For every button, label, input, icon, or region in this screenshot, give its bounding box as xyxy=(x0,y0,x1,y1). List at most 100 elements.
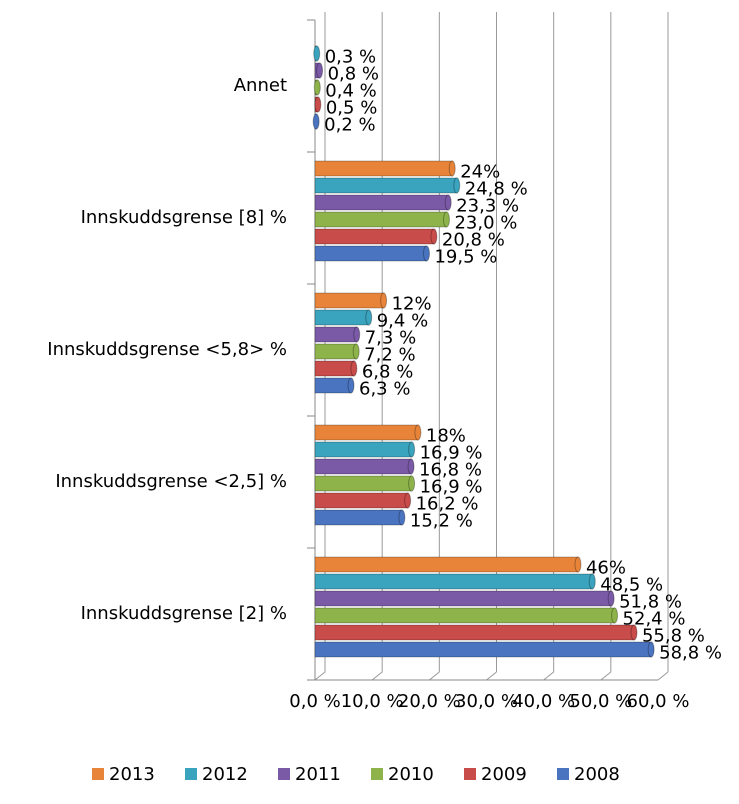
data-label: 0,5 % xyxy=(326,98,377,119)
bar-cap xyxy=(414,424,422,441)
x-tick-label: 20,0 % xyxy=(398,691,461,712)
x-tick-label: 10,0 % xyxy=(341,691,404,712)
x-axis-floor xyxy=(486,671,497,681)
bar xyxy=(314,309,370,326)
legend-swatch xyxy=(92,768,104,780)
bar xyxy=(314,492,409,509)
legend-swatch xyxy=(278,768,290,780)
data-label: 52,4 % xyxy=(623,609,686,630)
bar-cap xyxy=(630,624,638,641)
bar xyxy=(314,624,635,641)
bar xyxy=(314,292,385,309)
bar-cap xyxy=(588,573,596,590)
data-label: 55,8 % xyxy=(642,626,705,647)
data-label: 7,2 % xyxy=(364,345,415,366)
data-label: 20,8 % xyxy=(442,230,505,251)
bar-cap xyxy=(574,556,582,573)
bar-cap xyxy=(350,360,358,377)
bar xyxy=(314,177,458,194)
data-label: 23,3 % xyxy=(456,196,519,217)
bar-cap xyxy=(313,79,321,96)
category-label: Innskuddsgrense <2,5] % xyxy=(55,471,287,492)
category-label: Innskuddsgrense [8] % xyxy=(81,207,287,228)
x-tick-label: 60,0 % xyxy=(627,691,690,712)
legend-label: 2008 xyxy=(574,764,620,785)
bar xyxy=(314,573,593,590)
bar-cap xyxy=(647,641,655,658)
bar xyxy=(314,194,449,211)
bar xyxy=(314,343,357,360)
bar-cap xyxy=(422,245,430,262)
data-label: 0,8 % xyxy=(328,64,379,85)
bar xyxy=(314,424,419,441)
bar xyxy=(314,160,453,177)
bar-cap xyxy=(353,326,361,343)
bar xyxy=(314,245,427,262)
bar-cap xyxy=(352,343,360,360)
data-label: 15,2 % xyxy=(410,511,473,532)
data-label: 24% xyxy=(460,162,500,183)
bar-cap xyxy=(408,441,416,458)
data-label: 48,5 % xyxy=(600,575,663,596)
bar-cap xyxy=(453,177,461,194)
bar-cap xyxy=(380,292,388,309)
data-label: 58,8 % xyxy=(659,643,722,664)
legend-swatch xyxy=(185,768,197,780)
bar xyxy=(314,326,358,343)
bar xyxy=(314,556,579,573)
x-axis-floor xyxy=(314,671,326,681)
data-label: 7,3 % xyxy=(365,328,416,349)
bar xyxy=(314,211,447,228)
bar-cap xyxy=(347,377,355,394)
data-label: 16,9 % xyxy=(420,443,483,464)
x-tick-label: 50,0 % xyxy=(569,691,632,712)
bar xyxy=(314,228,435,245)
data-label: 46% xyxy=(586,558,626,579)
bar xyxy=(314,475,413,492)
data-label: 16,2 % xyxy=(416,494,479,515)
data-label: 9,4 % xyxy=(377,311,428,332)
bar xyxy=(314,607,616,624)
x-tick-label: 30,0 % xyxy=(455,691,518,712)
bar-cap xyxy=(398,509,406,526)
data-label: 16,9 % xyxy=(420,477,483,498)
bar-cap xyxy=(408,475,416,492)
data-label: 0,4 % xyxy=(325,81,376,102)
data-label: 12% xyxy=(392,294,432,315)
bar-cap xyxy=(444,194,452,211)
x-axis-floor xyxy=(371,671,383,681)
bar-cap xyxy=(607,590,615,607)
bar xyxy=(314,441,413,458)
x-tick-label: 40,0 % xyxy=(512,691,575,712)
x-tick-label: 0,0 % xyxy=(289,691,340,712)
bar xyxy=(314,509,403,526)
x-axis-floor xyxy=(657,671,669,681)
bar-cap xyxy=(430,228,438,245)
bar-cap xyxy=(404,492,412,509)
data-label: 51,8 % xyxy=(619,592,682,613)
bar-cap xyxy=(365,309,373,326)
category-label: Innskuddsgrense <5,8> % xyxy=(47,339,287,360)
bar-cap xyxy=(448,160,456,177)
data-label: 19,5 % xyxy=(434,247,497,268)
bar xyxy=(314,360,355,377)
data-label: 24,8 % xyxy=(465,179,528,200)
bar xyxy=(314,458,412,475)
data-label: 16,8 % xyxy=(419,460,482,481)
x-axis-floor xyxy=(600,671,612,681)
bar-cap xyxy=(442,211,450,228)
legend-swatch xyxy=(557,768,569,780)
data-label: 0,3 % xyxy=(325,47,376,68)
bar-cap xyxy=(312,113,320,130)
bar-cap xyxy=(611,607,619,624)
data-label: 0,2 % xyxy=(324,115,375,136)
bar-cap xyxy=(316,62,324,79)
bar xyxy=(314,641,652,658)
legend-label: 2010 xyxy=(388,764,434,785)
x-axis-floor xyxy=(543,671,554,681)
legend-label: 2011 xyxy=(295,764,341,785)
legend-swatch xyxy=(464,768,476,780)
data-label: 18% xyxy=(426,426,466,447)
bar xyxy=(314,377,352,394)
